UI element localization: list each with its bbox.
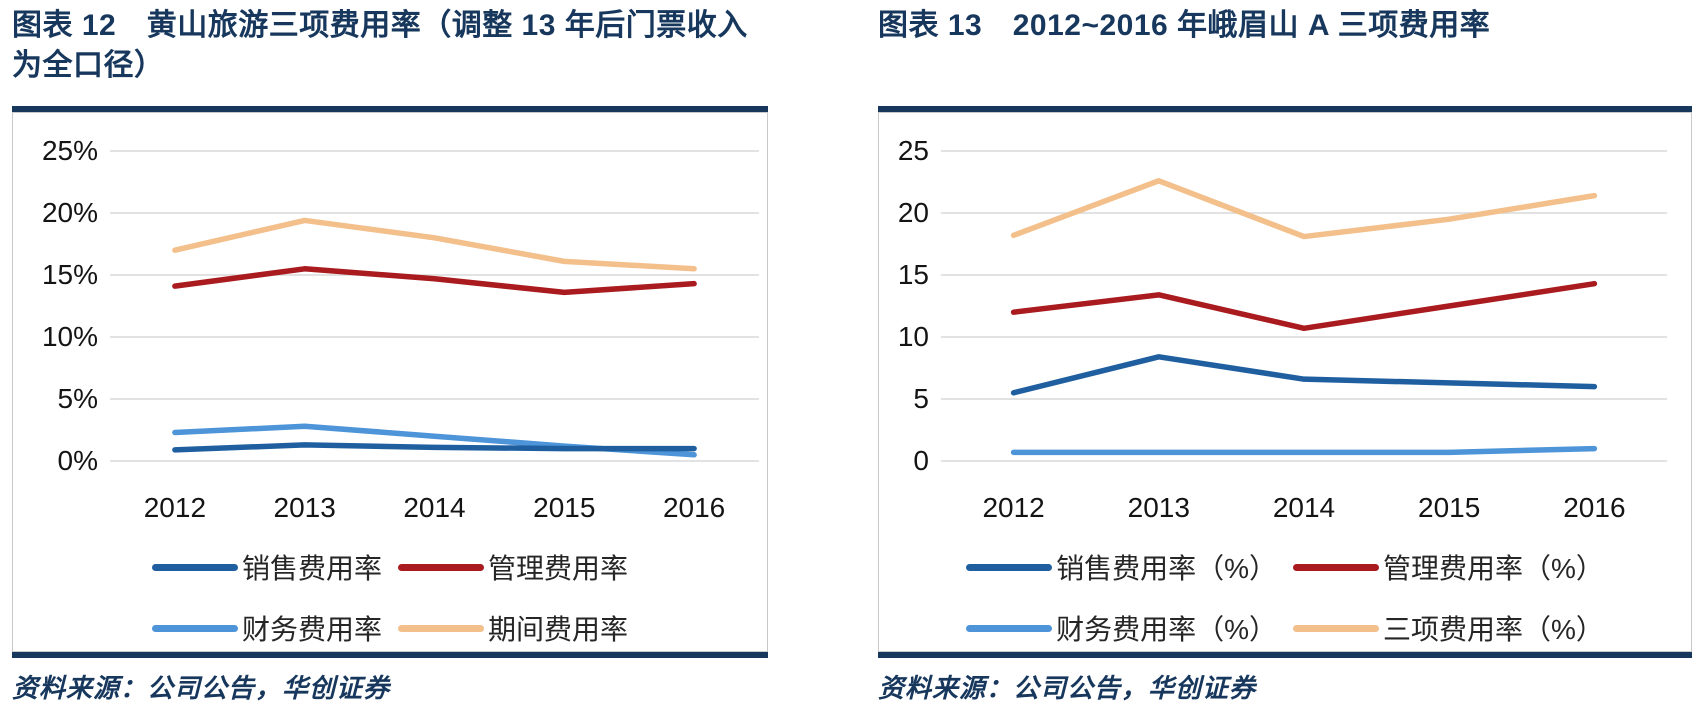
figure-12-chart-frame: 0% 5% 10% 15% 20% 25% 2012 2013 2014 2015 2016 销售费用…: [12, 106, 768, 658]
legend-item: 管理费用率（%）: [1293, 547, 1604, 587]
figure-12-title: 图表 12 黄山旅游三项费用率（调整 13 年后门票收入为全口径）: [12, 9, 748, 82]
legend-item: 销售费用率: [151, 547, 382, 587]
y-tick-label: 5: [913, 383, 929, 414]
series-line-1: [1010, 354, 1598, 396]
x-tick-label: 2015: [533, 492, 596, 523]
series-line-4: [172, 217, 697, 272]
legend-item: 管理费用率: [398, 547, 628, 587]
legend-label: 财务费用率: [241, 614, 382, 645]
y-tick-label: 5%: [57, 383, 98, 414]
y-tick-label: 15%: [41, 259, 98, 290]
legend: 销售费用率（%） 管理费用率（%） 财务费用率（%） 三项费用率（%）: [879, 547, 1691, 648]
figure-13-title: 图表 13 2012~2016 年峨眉山 A 三项费用率: [878, 9, 1491, 42]
y-tick-label: 0%: [57, 445, 98, 476]
legend-swatch: [398, 563, 484, 571]
series-line-1: [172, 442, 697, 453]
y-tick-label: 20: [897, 197, 929, 228]
x-tick-label: 2014: [1272, 492, 1336, 523]
legend-label: 管理费用率（%）: [1383, 553, 1604, 584]
legend-item: 财务费用率: [151, 608, 382, 648]
legend-label: 销售费用率: [241, 553, 382, 584]
x-tick-label: 2016: [662, 492, 726, 523]
figure-13-source: 资料来源：公司公告，华创证券: [878, 673, 1257, 703]
legend-item: 销售费用率（%）: [966, 547, 1277, 587]
figure-12-source: 资料来源：公司公告，华创证券: [12, 673, 391, 703]
legend-swatch: [1293, 624, 1379, 632]
figure-13-panel: 图表 13 2012~2016 年峨眉山 A 三项费用率 0 5 10 15 20 25 2…: [849, 6, 1698, 703]
y-tick-label: 20%: [41, 197, 98, 228]
legend-swatch: [151, 563, 238, 571]
series-line-2: [1010, 280, 1598, 332]
figure-13-chart-frame: 0 5 10 15 20 25 2012 2013 2014 2015 2016 销售费用率（%） 管理…: [878, 106, 1692, 658]
figure-12-line-chart: 0% 5% 10% 15% 20% 25% 2012 2013 2014 2015 2016 销售费用…: [12, 112, 768, 652]
y-tick-label: 10%: [41, 321, 98, 352]
legend-row: 销售费用率 管理费用率: [151, 547, 628, 587]
x-tick-label: 2014: [403, 492, 466, 523]
y-tick-label: 25%: [41, 135, 98, 166]
figure-13-line-chart: 0 5 10 15 20 25 2012 2013 2014 2015 2016 销售费用率（%） 管理…: [878, 112, 1692, 652]
legend-swatch: [966, 563, 1053, 571]
y-tick-label: 0: [913, 445, 929, 476]
legend-row: 财务费用率 期间费用率: [151, 608, 628, 648]
legend-row: 销售费用率（%） 管理费用率（%）: [966, 547, 1604, 587]
figure-12-title-area: 图表 12 黄山旅游三项费用率（调整 13 年后门票收入为全口径）: [12, 6, 768, 106]
y-tick-label: 15: [897, 259, 929, 290]
plot-area: [941, 150, 1667, 462]
legend-label: 期间费用率: [488, 614, 629, 645]
legend-swatch: [151, 624, 238, 632]
series-line-4: [1010, 178, 1598, 240]
legend-swatch: [1293, 563, 1379, 571]
legend-label: 销售费用率（%）: [1056, 553, 1277, 584]
x-tick-label: 2015: [1418, 492, 1481, 523]
legend-row: 财务费用率（%） 三项费用率（%）: [966, 608, 1604, 648]
legend-item: 三项费用率（%）: [1293, 608, 1604, 648]
legend-label: 管理费用率: [488, 553, 629, 584]
figure-13-title-area: 图表 13 2012~2016 年峨眉山 A 三项费用率: [878, 6, 1692, 106]
x-tick-label: 2013: [273, 492, 336, 523]
x-tick-label: 2012: [143, 492, 207, 523]
x-tick-label: 2012: [982, 492, 1045, 523]
legend-swatch: [966, 624, 1053, 632]
figure-12-panel: 图表 12 黄山旅游三项费用率（调整 13 年后门票收入为全口径） 0% 5% 10…: [0, 6, 849, 703]
legend: 销售费用率 管理费用率财务费用率 期间费用率: [13, 547, 767, 648]
y-tick-label: 25: [897, 135, 929, 166]
legend-label: 三项费用率（%）: [1383, 614, 1604, 645]
series-line-2: [172, 266, 697, 296]
x-tick-label: 2013: [1127, 492, 1190, 523]
legend-swatch: [398, 624, 484, 632]
legend-item: 财务费用率（%）: [966, 608, 1277, 648]
legend-label: 财务费用率（%）: [1056, 614, 1277, 645]
y-tick-label: 10: [897, 321, 929, 352]
legend-item: 期间费用率: [398, 608, 628, 648]
x-tick-label: 2016: [1563, 492, 1626, 523]
plot-area: [110, 150, 759, 462]
series-line-3: [1010, 445, 1598, 456]
